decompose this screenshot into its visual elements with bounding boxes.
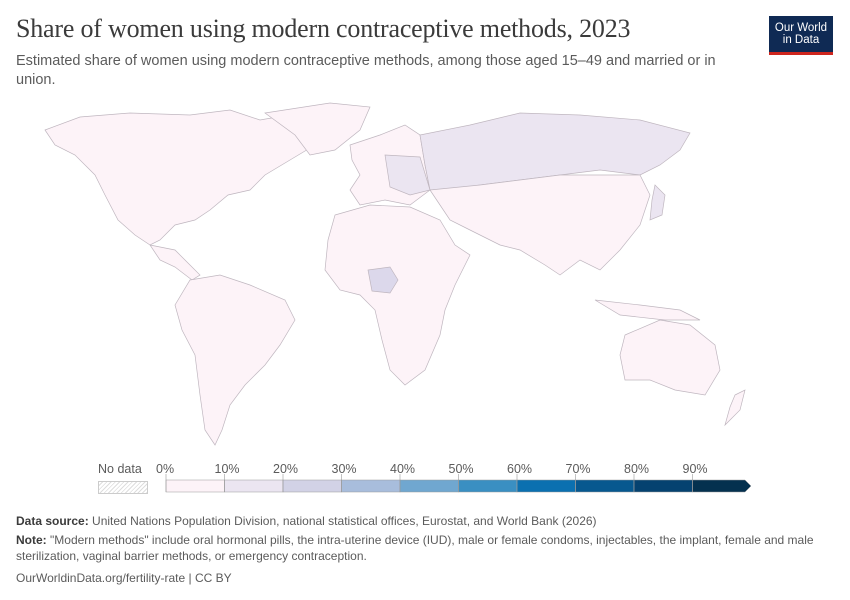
source-text: United Nations Population Division, nati… bbox=[92, 514, 597, 528]
legend-bin[interactable] bbox=[341, 479, 401, 493]
region-africa[interactable] bbox=[324, 204, 471, 386]
world-map bbox=[44, 102, 746, 446]
owid-logo[interactable]: Our World in Data bbox=[769, 16, 833, 55]
legend-bin[interactable] bbox=[282, 479, 342, 493]
legend-tick-label: 0% bbox=[156, 462, 175, 476]
chart-title: Share of women using modern contraceptiv… bbox=[16, 14, 631, 43]
legend-tick-label: 90% bbox=[682, 462, 708, 476]
legend-bin[interactable] bbox=[516, 479, 576, 493]
legend-no-data-label: No data bbox=[98, 462, 142, 476]
source-label: Data source: bbox=[16, 514, 89, 528]
region-north-america[interactable] bbox=[44, 109, 331, 246]
legend-tick-label: 80% bbox=[624, 462, 650, 476]
legend-tick-label: 20% bbox=[273, 462, 299, 476]
legend-tick-label: 70% bbox=[565, 462, 591, 476]
legend-bin[interactable] bbox=[224, 479, 284, 493]
region-asia[interactable] bbox=[429, 174, 651, 276]
footer-source: Data source: United Nations Population D… bbox=[16, 513, 826, 529]
note-label: Note: bbox=[16, 533, 47, 547]
legend-bin[interactable] bbox=[165, 479, 225, 493]
legend-tick-label: 10% bbox=[214, 462, 240, 476]
region-indonesia[interactable] bbox=[594, 299, 701, 321]
legend-tick-label: 50% bbox=[448, 462, 474, 476]
region-east-europe[interactable] bbox=[384, 154, 431, 196]
legend-tick-label: 40% bbox=[390, 462, 416, 476]
region-australia[interactable] bbox=[619, 319, 721, 396]
chart-subtitle: Estimated share of women using modern co… bbox=[16, 53, 716, 88]
footer-note: Note: "Modern methods" include oral horm… bbox=[16, 532, 826, 564]
legend-bin[interactable] bbox=[399, 479, 459, 493]
logo-text: Our World in Data bbox=[774, 22, 828, 46]
region-new-zealand[interactable] bbox=[724, 389, 746, 427]
region-south-america[interactable] bbox=[174, 274, 296, 446]
legend-bin[interactable] bbox=[575, 479, 635, 493]
legend-tick-label: 60% bbox=[507, 462, 533, 476]
legend-color-scale bbox=[165, 474, 752, 493]
legend-tick-label: 30% bbox=[331, 462, 357, 476]
legend-bin[interactable] bbox=[692, 479, 752, 493]
legend-bin[interactable] bbox=[458, 479, 518, 493]
region-central-america[interactable] bbox=[149, 244, 201, 281]
region-japan[interactable] bbox=[649, 184, 666, 221]
region-nigeria[interactable] bbox=[367, 266, 399, 294]
legend-bin[interactable] bbox=[633, 479, 693, 493]
legend-no-data-swatch bbox=[98, 481, 148, 494]
note-text: "Modern methods" include oral hormonal p… bbox=[16, 533, 814, 563]
region-greenland[interactable] bbox=[264, 102, 371, 156]
footer-url[interactable]: OurWorldinData.org/fertility-rate | CC B… bbox=[16, 571, 232, 585]
